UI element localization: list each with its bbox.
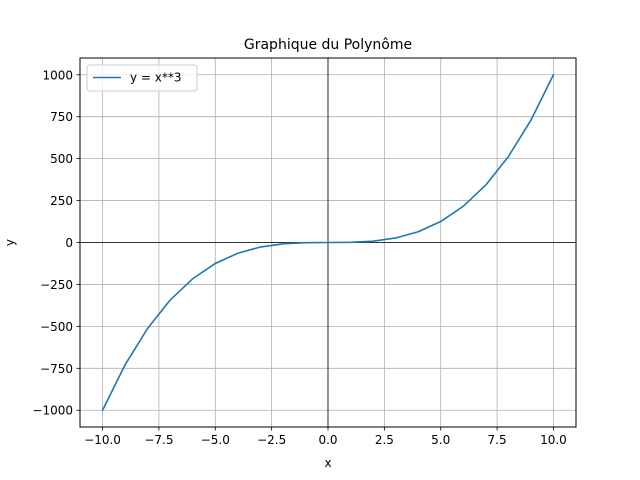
x-tick-label: −10.0 bbox=[84, 433, 121, 447]
x-tick-label: 2.5 bbox=[375, 433, 394, 447]
x-tick-label: 0.0 bbox=[318, 433, 337, 447]
legend-entry-label: y = x**3 bbox=[130, 71, 182, 85]
y-tick-label: 0 bbox=[65, 236, 73, 250]
y-tick-label: −500 bbox=[40, 320, 73, 334]
x-tick-label: −2.5 bbox=[257, 433, 286, 447]
y-tick-label: −750 bbox=[40, 362, 73, 376]
y-tick-label: 750 bbox=[50, 110, 73, 124]
x-tick-label: 7.5 bbox=[488, 433, 507, 447]
legend: y = x**3 bbox=[86, 64, 198, 92]
tick-marks bbox=[76, 74, 554, 431]
x-tick-label: 5.0 bbox=[431, 433, 450, 447]
y-tick-label: 500 bbox=[50, 152, 73, 166]
y-tick-label: 1000 bbox=[42, 68, 73, 82]
x-tick-label: 10.0 bbox=[540, 433, 567, 447]
y-axis-label: y bbox=[3, 239, 17, 246]
series-layer bbox=[101, 73, 555, 412]
y-tick-label: −1000 bbox=[32, 404, 73, 418]
y-tick-label: 250 bbox=[50, 194, 73, 208]
y-tick-label: −250 bbox=[40, 278, 73, 292]
x-tick-label: −7.5 bbox=[144, 433, 173, 447]
series-line-0 bbox=[101, 73, 555, 412]
chart-title: Graphique du Polynôme bbox=[244, 37, 412, 53]
x-axis-label: x bbox=[324, 456, 331, 470]
x-tick-label: −5.0 bbox=[201, 433, 230, 447]
legend-box bbox=[86, 64, 198, 92]
